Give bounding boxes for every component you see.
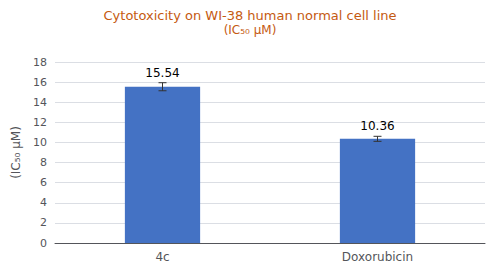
svg-text:10: 10 xyxy=(33,136,47,149)
svg-text:0: 0 xyxy=(40,237,47,250)
svg-text:10.36: 10.36 xyxy=(360,119,394,133)
svg-text:16: 16 xyxy=(33,76,47,89)
svg-text:12: 12 xyxy=(33,116,47,129)
svg-text:18: 18 xyxy=(33,56,47,69)
svg-text:6: 6 xyxy=(40,176,47,189)
svg-text:(IC₅₀ μM): (IC₅₀ μM) xyxy=(9,126,23,179)
svg-text:Doxorubicin: Doxorubicin xyxy=(342,250,413,264)
svg-text:(IC₅₀ μM): (IC₅₀ μM) xyxy=(224,23,277,37)
svg-text:4: 4 xyxy=(40,196,47,209)
svg-text:4c: 4c xyxy=(155,250,169,264)
svg-text:2: 2 xyxy=(40,216,47,229)
svg-text:8: 8 xyxy=(40,156,47,169)
svg-text:14: 14 xyxy=(33,96,47,109)
svg-text:15.54: 15.54 xyxy=(145,66,179,80)
svg-text:Cytotoxicity on WI-38 human no: Cytotoxicity on WI-38 human normal cell … xyxy=(104,8,397,23)
